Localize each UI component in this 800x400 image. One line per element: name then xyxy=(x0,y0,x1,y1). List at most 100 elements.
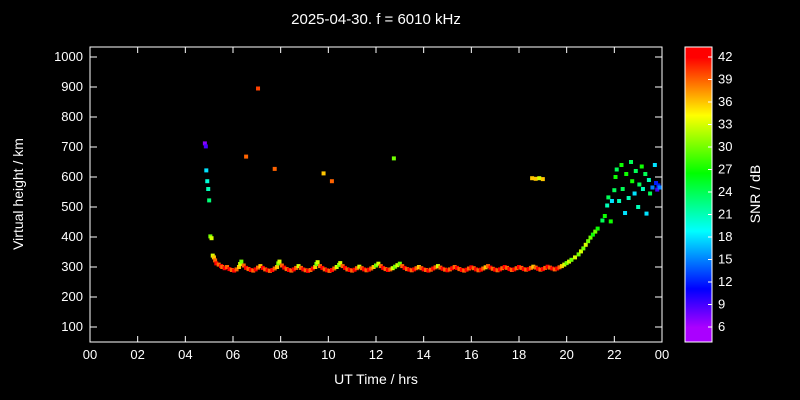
data-point xyxy=(550,266,555,271)
data-point xyxy=(338,261,343,266)
colorbar-gradient-strip xyxy=(685,116,712,118)
data-point xyxy=(207,198,212,203)
colorbar-gradient-strip xyxy=(685,267,712,269)
colorbar-gradient-strip xyxy=(685,288,712,290)
colorbar-gradient-strip xyxy=(685,328,712,330)
colorbar-gradient-strip xyxy=(685,199,712,201)
data-point xyxy=(433,265,438,270)
colorbar-gradient-strip xyxy=(685,263,712,265)
colorbar-gradient-strip xyxy=(685,211,712,213)
colorbar-gradient-strip xyxy=(685,142,712,144)
colorbar-gradient-strip xyxy=(685,253,712,255)
colorbar-gradient-strip xyxy=(685,296,712,298)
colorbar-gradient-strip xyxy=(685,122,712,124)
colorbar-gradient-strip xyxy=(685,334,712,336)
colorbar-gradient-strip xyxy=(685,326,712,328)
data-point xyxy=(637,182,642,187)
colorbar-gradient-strip xyxy=(685,95,712,97)
colorbar-tick-label: 18 xyxy=(718,229,732,244)
data-point xyxy=(533,265,538,270)
data-point xyxy=(471,266,476,271)
colorbar-gradient-strip xyxy=(685,101,712,103)
data-point xyxy=(428,267,433,272)
data-point xyxy=(588,235,593,240)
colorbar-gradient-strip xyxy=(685,318,712,320)
colorbar-gradient-strip xyxy=(685,198,712,200)
data-point xyxy=(521,267,526,272)
colorbar-gradient-strip xyxy=(685,144,712,146)
colorbar-gradient-strip xyxy=(685,220,712,222)
colorbar-gradient-strip xyxy=(685,289,712,291)
colorbar-gradient-strip xyxy=(685,275,712,277)
colorbar-gradient-strip xyxy=(685,145,712,147)
colorbar-gradient-strip xyxy=(685,291,712,293)
colorbar-gradient-strip xyxy=(685,225,712,227)
colorbar-gradient-strip xyxy=(685,129,712,131)
colorbar-gradient-strip xyxy=(685,189,712,191)
colorbar-gradient-strip xyxy=(685,81,712,83)
colorbar-gradient-strip xyxy=(685,103,712,105)
colorbar-gradient-strip xyxy=(685,70,712,72)
data-point xyxy=(500,266,505,271)
colorbar-tick-label: 9 xyxy=(718,297,725,312)
colorbar-gradient-strip xyxy=(685,254,712,256)
colorbar-gradient-strip xyxy=(685,80,712,82)
colorbar-gradient-strip xyxy=(685,217,712,219)
colorbar-gradient-strip xyxy=(685,223,712,225)
data-point xyxy=(308,268,313,272)
data-point xyxy=(357,264,362,269)
data-point xyxy=(612,188,617,193)
data-point xyxy=(605,203,610,208)
data-point xyxy=(623,211,628,215)
colorbar-gradient-strip xyxy=(685,213,712,215)
data-point xyxy=(443,267,448,272)
colorbar-gradient-strip xyxy=(685,297,712,299)
colorbar-gradient-strip xyxy=(685,258,712,260)
data-point xyxy=(440,266,445,271)
data-point xyxy=(583,242,588,247)
colorbar-gradient-strip xyxy=(685,196,712,198)
colorbar-gradient-strip xyxy=(685,212,712,214)
colorbar-gradient-strip xyxy=(685,201,712,203)
data-point xyxy=(256,265,261,270)
colorbar-gradient-strip xyxy=(685,150,712,152)
colorbar-gradient-strip xyxy=(685,248,712,250)
colorbar-gradient-strip xyxy=(685,311,712,313)
data-point xyxy=(608,219,613,224)
colorbar-gradient-strip xyxy=(685,98,712,100)
data-point xyxy=(567,259,572,264)
colorbar-gradient-strip xyxy=(685,323,712,325)
colorbar-gradient-strip xyxy=(685,195,712,197)
data-point xyxy=(275,265,280,269)
colorbar-gradient-strip xyxy=(685,137,712,139)
colorbar-gradient-strip xyxy=(685,232,712,234)
colorbar-tick-label: 21 xyxy=(718,207,732,222)
colorbar-gradient-strip xyxy=(685,159,712,161)
data-point xyxy=(374,263,378,268)
x-tick-label: 10 xyxy=(321,347,335,362)
colorbar-gradient-strip xyxy=(685,84,712,86)
colorbar-gradient-strip xyxy=(685,162,712,164)
colorbar-gradient-strip xyxy=(685,49,712,51)
data-point xyxy=(334,265,339,269)
colorbar-gradient-strip xyxy=(685,246,712,248)
colorbar-gradient-strip xyxy=(685,74,712,76)
colorbar-gradient-strip xyxy=(685,245,712,247)
colorbar-gradient-strip xyxy=(685,64,712,66)
colorbar-gradient-strip xyxy=(685,118,712,120)
data-point xyxy=(258,264,263,269)
data-point xyxy=(277,259,282,264)
colorbar-gradient-strip xyxy=(685,278,712,280)
data-point xyxy=(426,268,431,273)
colorbar-gradient-strip xyxy=(685,186,712,188)
colorbar-gradient-strip xyxy=(685,194,712,196)
data-point xyxy=(652,163,657,167)
data-point xyxy=(376,261,381,266)
data-point xyxy=(289,268,294,273)
colorbar-gradient-strip xyxy=(685,172,712,174)
colorbar-gradient-strip xyxy=(685,151,712,153)
colorbar-gradient-strip xyxy=(685,63,712,65)
x-tick-label: 08 xyxy=(273,347,287,362)
colorbar-border xyxy=(684,46,713,343)
